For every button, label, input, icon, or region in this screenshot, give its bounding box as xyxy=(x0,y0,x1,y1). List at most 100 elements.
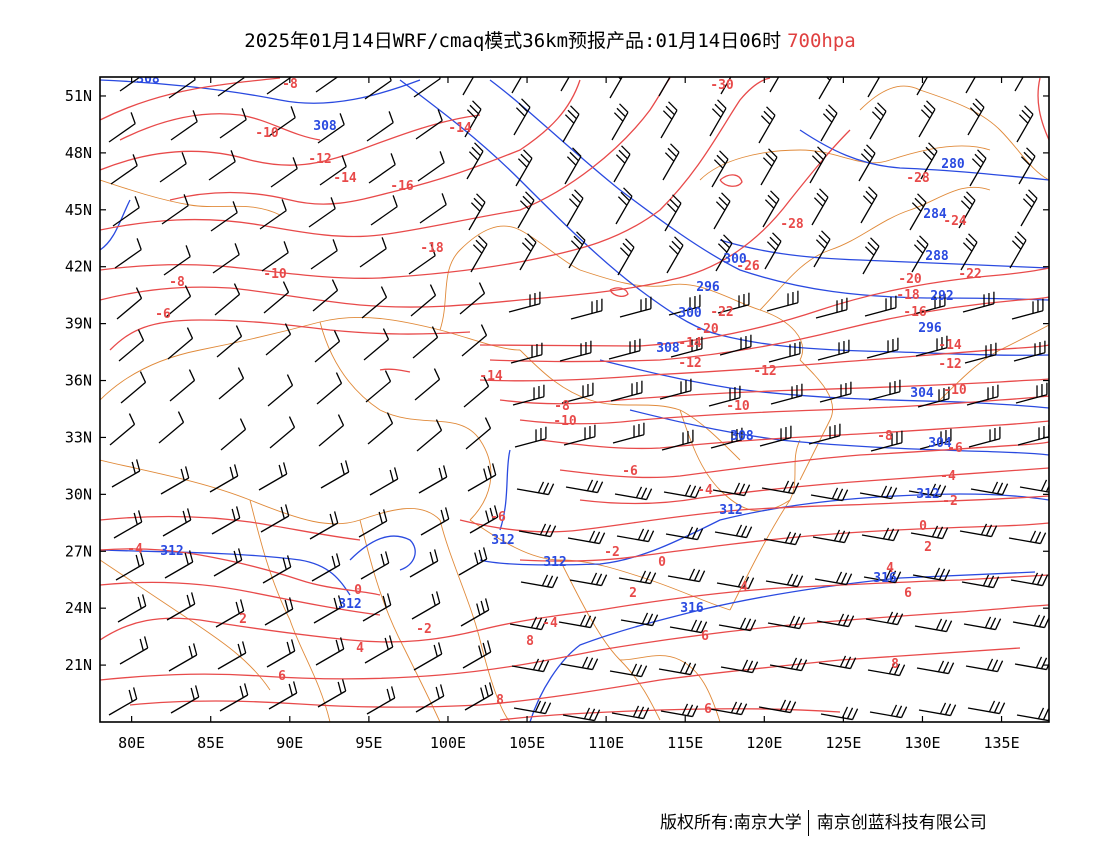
height-label: 316 xyxy=(873,571,897,586)
wind-barb xyxy=(419,193,447,224)
map-axes: 80E 85E 90E 95E 100E 105E 110E 115E 120E 125E 130E… xyxy=(65,77,1049,752)
wind-barb xyxy=(215,599,245,628)
wind-barb xyxy=(916,660,955,675)
height-label: 312 xyxy=(491,533,514,548)
lat-tick-label: 39N xyxy=(65,315,92,333)
temperature-label: -16 xyxy=(903,305,927,320)
wind-barb xyxy=(862,237,880,275)
wind-barb xyxy=(665,526,704,541)
wind-barb xyxy=(1008,530,1047,545)
wind-barb xyxy=(415,109,443,140)
wind-barb xyxy=(516,481,555,496)
wind-barb xyxy=(415,684,445,713)
wind-barb xyxy=(569,572,608,587)
wind-barb xyxy=(163,245,191,276)
wind-barb xyxy=(817,339,850,361)
wind-barb xyxy=(317,113,345,144)
wind-barb xyxy=(418,465,448,494)
height-label: 284 xyxy=(923,207,947,222)
wind-barb xyxy=(719,334,752,356)
temperature-label: -8 xyxy=(282,77,298,92)
wind-barb xyxy=(413,642,443,671)
wind-barb xyxy=(515,149,533,187)
lon-tick-label: 95E xyxy=(355,734,382,752)
wind-barb xyxy=(617,238,635,276)
wind-barb xyxy=(1014,77,1024,92)
wind-barb xyxy=(662,143,680,181)
temperature-label: -30 xyxy=(710,78,734,93)
temperature-label: 6 xyxy=(904,586,912,601)
wind-barb xyxy=(861,527,900,542)
wind-barb xyxy=(513,98,531,136)
wind-barb xyxy=(509,616,548,631)
footer-divider xyxy=(807,810,809,836)
temperature-label: -24 xyxy=(943,214,967,229)
wind-barb xyxy=(460,598,490,627)
wind-barb xyxy=(866,337,899,359)
wind-barb xyxy=(920,142,938,180)
wind-barb xyxy=(714,524,753,539)
wind-barb xyxy=(209,464,239,493)
wind-barb xyxy=(966,384,999,406)
lon-tick-label: 100E xyxy=(430,734,466,752)
wind-barb xyxy=(517,191,535,229)
temperature-label: -10 xyxy=(255,126,279,141)
wind-barb xyxy=(565,479,604,494)
wind-barb xyxy=(717,292,750,314)
wind-barb xyxy=(820,706,859,721)
height-label: 304 xyxy=(910,386,934,401)
temperature-label: -14 xyxy=(479,369,503,384)
wind-barb xyxy=(416,419,443,452)
lon-tick-label: 125E xyxy=(825,734,861,752)
wind-barb xyxy=(567,530,606,545)
wind-barb xyxy=(366,686,396,715)
wind-barb xyxy=(720,659,759,674)
wind-barb xyxy=(608,338,641,360)
wind-barb xyxy=(711,150,729,188)
wind-barb xyxy=(710,427,743,449)
temperature-label: 8 xyxy=(526,634,534,649)
wind-barb xyxy=(260,504,290,533)
lon-tick-label: 115E xyxy=(667,734,703,752)
lon-tick-label: 85E xyxy=(197,734,224,752)
height-label: 304 xyxy=(928,436,952,451)
wind-barb xyxy=(459,282,486,315)
wind-barb xyxy=(308,197,336,228)
wind-barb xyxy=(769,657,808,672)
wind-barb xyxy=(218,367,245,400)
wind-barb xyxy=(670,336,703,358)
wind-barb xyxy=(318,414,345,447)
wind-barb xyxy=(360,551,390,580)
wind-barb xyxy=(911,235,929,273)
temperature-label: -14 xyxy=(678,336,702,351)
wind-barb xyxy=(762,190,780,228)
wind-barb xyxy=(269,416,296,449)
wind-barb xyxy=(1011,298,1044,320)
wind-barb xyxy=(816,613,855,628)
wind-barb xyxy=(315,77,339,93)
temperature-label: -4 xyxy=(697,483,713,498)
wind-barb xyxy=(768,341,801,363)
wind-barb xyxy=(469,505,499,534)
temperature-label: -2 xyxy=(942,494,958,509)
height-label: 316 xyxy=(680,601,704,616)
wind-barb xyxy=(1019,479,1049,493)
wind-barb xyxy=(667,568,706,583)
wind-barb xyxy=(818,77,833,100)
temperature-label: -28 xyxy=(906,171,930,186)
temperature-label: 8 xyxy=(891,657,899,672)
wind-barb xyxy=(960,233,978,271)
wind-barb xyxy=(969,149,987,187)
wind-barb xyxy=(1017,424,1049,446)
temperature-label: -18 xyxy=(420,241,444,256)
wind-barb xyxy=(168,643,198,672)
height-label: 312 xyxy=(160,544,183,559)
wind-barb xyxy=(259,199,287,230)
wind-barb xyxy=(609,77,623,99)
wind-barb xyxy=(364,77,392,100)
wind-barb xyxy=(511,658,550,673)
wind-barb xyxy=(916,77,929,96)
wind-barb xyxy=(915,335,948,357)
wind-barb xyxy=(265,323,292,356)
height-label: 300 xyxy=(723,252,747,267)
